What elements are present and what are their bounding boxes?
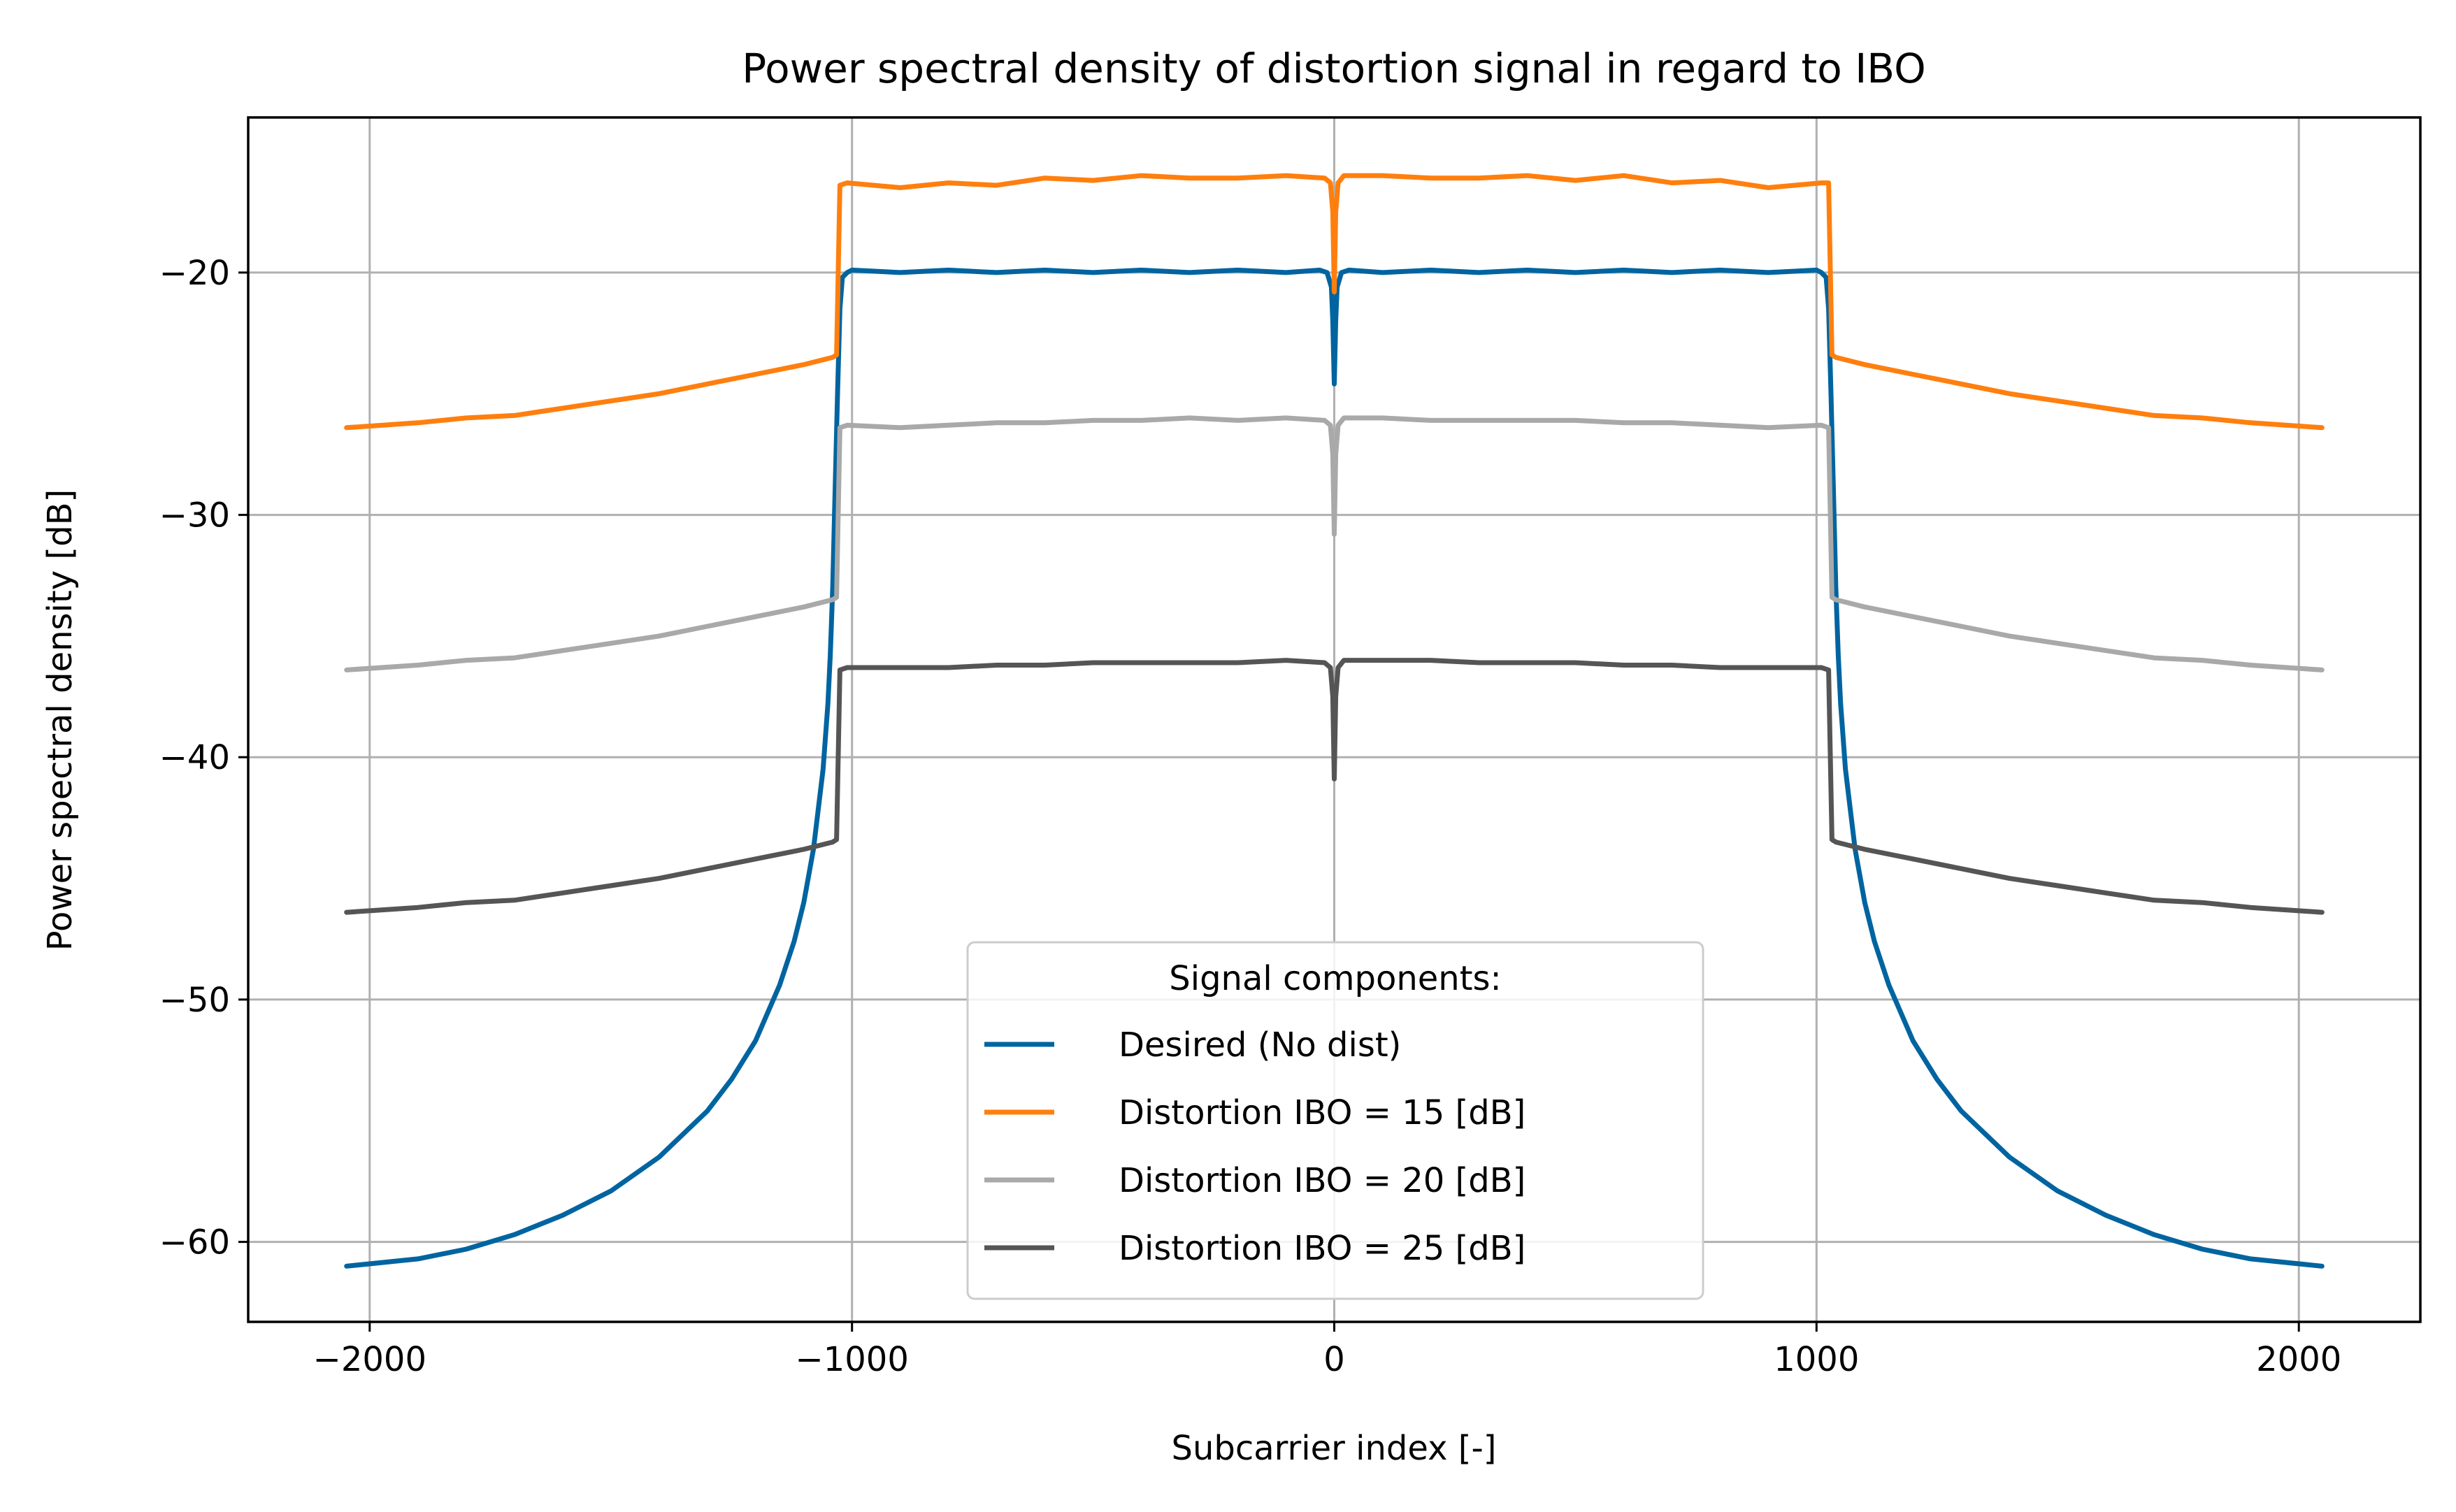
series-lines <box>344 173 2325 1269</box>
y-tick-label: −20 <box>159 254 230 293</box>
legend-box <box>966 941 1704 1300</box>
x-tick-label: −2000 <box>313 1340 426 1379</box>
legend-title: Signal components: <box>1169 959 1501 998</box>
y-tick-label: −40 <box>159 738 230 777</box>
legend-entry-label: Distortion IBO = 25 [dB] <box>1119 1229 1525 1268</box>
legend-entry-label: Distortion IBO = 20 [dB] <box>1119 1161 1525 1200</box>
y-tick-label: −50 <box>159 981 230 1020</box>
axis-ticks: −2000 −1000 0 1000 2000 −60 −50 −40 −30 −20 <box>159 254 2342 1379</box>
x-tick-label: 0 <box>1323 1340 1345 1379</box>
series-line <box>344 267 2325 1269</box>
legend: Signal components: Desired (No dist) Dist… <box>966 941 1704 1300</box>
x-axis-label: Subcarrier index [-] <box>1172 1429 1497 1468</box>
x-tick-label: 2000 <box>2256 1340 2341 1379</box>
series-line <box>344 415 2325 672</box>
y-tick-label: −60 <box>159 1223 230 1262</box>
legend-entry-label: Desired (No dist) <box>1119 1025 1401 1065</box>
x-tick-label: −1000 <box>796 1340 909 1379</box>
y-axis-label: Power spectral density [dB] <box>41 489 80 951</box>
series-line <box>344 658 2325 915</box>
legend-entry-label: Distortion IBO = 15 [dB] <box>1119 1093 1525 1132</box>
series-line <box>344 173 2325 431</box>
chart-title: Power spectral density of distortion sig… <box>742 45 1925 92</box>
y-tick-label: −30 <box>159 496 230 535</box>
x-tick-label: 1000 <box>1774 1340 1859 1379</box>
